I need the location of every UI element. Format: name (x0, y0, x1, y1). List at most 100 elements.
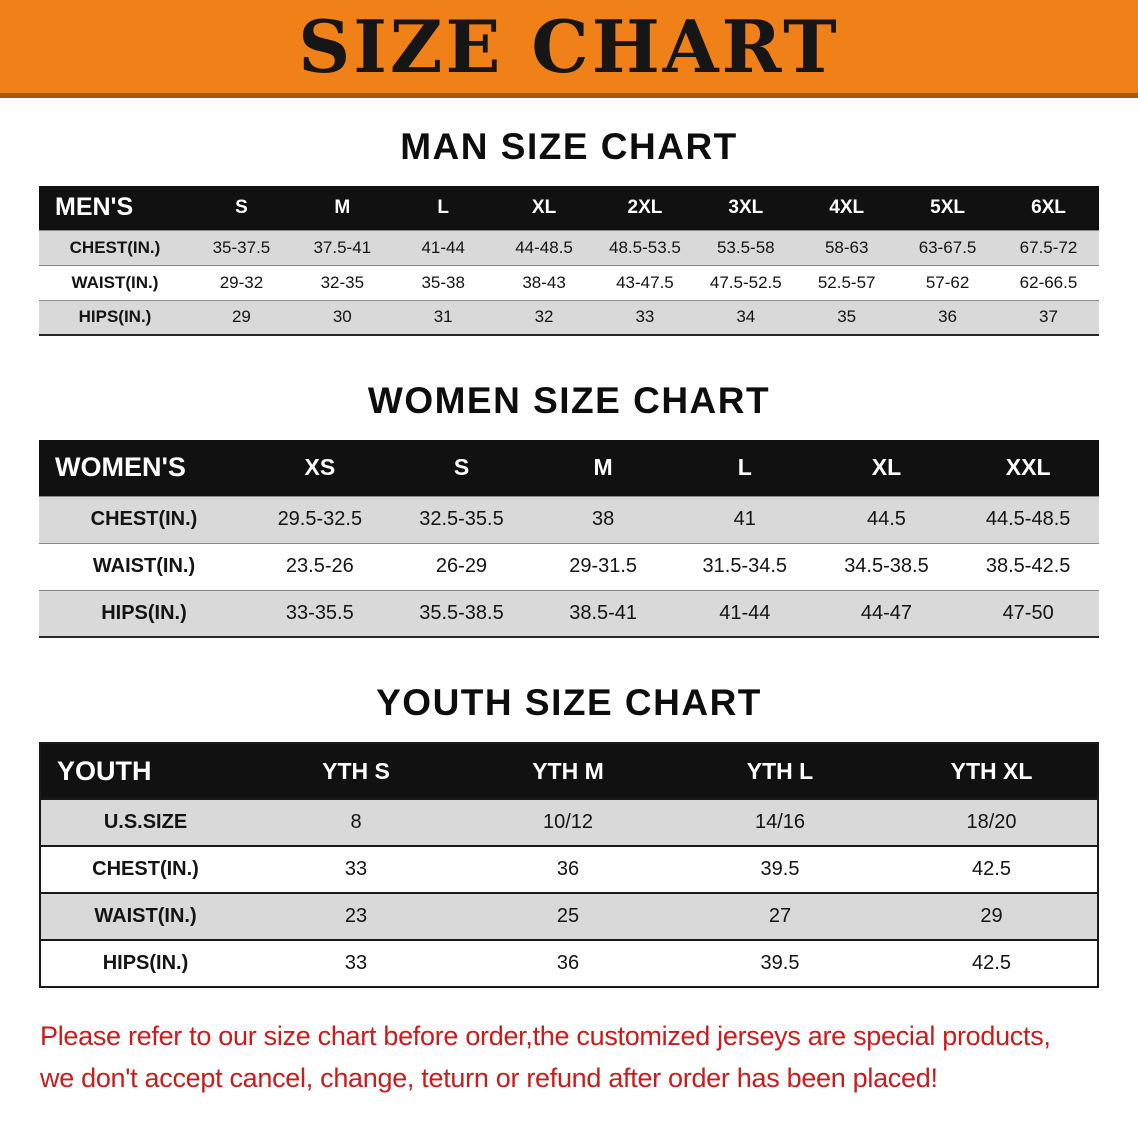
size-value: 30 (332, 307, 352, 327)
size-value: 44.5-48.5 (985, 508, 1071, 530)
size-value: 42.5 (972, 858, 1011, 880)
size-value: 38-43 (522, 272, 566, 292)
youth-size-table: YOUTH YTH S YTH M YTH L YTH XL U.S.SIZE 8 10/12… (39, 742, 1099, 988)
women-section-heading: WOMEN SIZE CHART (367, 380, 771, 421)
size-value: 33 (344, 952, 368, 974)
size-value: 33 (635, 307, 655, 327)
size-column-header: XS (249, 440, 391, 496)
size-value: 27 (768, 905, 792, 927)
size-value: 48.5-53.5 (609, 237, 681, 257)
row-label: CHEST(IN.) (69, 237, 161, 257)
table-row: HIPS(IN.) 33 36 39.5 42.5 (40, 940, 1098, 987)
size-value: 29 (231, 307, 251, 327)
size-value: 37 (1039, 307, 1058, 327)
size-value: 32.5-35.5 (419, 508, 504, 530)
size-column-header: XXL (957, 440, 1099, 496)
table-row: WAIST(IN.) 23.5-26 26-29 29-31.5 31.5-34.5 34… (39, 543, 1099, 590)
size-value: 44-48.5 (515, 237, 573, 257)
size-value: 62-66.5 (1019, 272, 1078, 292)
size-value: 29-31.5 (569, 555, 638, 577)
size-value: 57-62 (925, 272, 970, 292)
size-value: 37.5-41 (313, 237, 372, 257)
size-column-header: 2XL (594, 186, 696, 230)
table-row: CHEST(IN.) 29.5-32.5 32.5-35.5 38 41 44.5 44.5… (39, 496, 1099, 543)
table-row: HIPS(IN.) 33-35.5 35.5-38.5 38.5-41 41-44 44-… (39, 590, 1099, 637)
size-value: 33 (344, 858, 368, 880)
section-youth: YOUTH SIZE CHART YOUTH YTH S YTH M YTH L YTH… (0, 682, 1138, 988)
size-value: 39.5 (760, 858, 800, 880)
size-column-header: S (191, 186, 292, 230)
size-column-header: XL (493, 186, 595, 230)
size-value: 39.5 (760, 952, 800, 974)
size-value: 67.5-72 (1019, 237, 1078, 257)
size-column-header: 4XL (796, 186, 898, 230)
size-value: 41-44 (421, 237, 465, 257)
men-section-heading: MAN SIZE CHART (400, 126, 738, 167)
size-column-header: M (291, 186, 393, 230)
size-value: 35-38 (421, 272, 465, 292)
men-size-table: MEN'S S M L XL 2XL 3XL 4XL 5XL 6XL CHEST(IN.) 35-37… (39, 186, 1099, 336)
size-value: 34 (736, 307, 756, 327)
size-column-header: L (392, 186, 494, 230)
row-label: CHEST(IN.) (90, 508, 198, 530)
table-title-cell: MEN'S (39, 186, 191, 230)
size-value: 36 (938, 307, 958, 327)
size-value: 29-32 (219, 272, 264, 292)
section-men: MAN SIZE CHART MEN'S S M L XL 2XL 3XL 4XL 5XL 6XL… (0, 126, 1138, 336)
size-value: 47-50 (1002, 601, 1054, 624)
table-header-row: YOUTH YTH S YTH M YTH L YTH XL (40, 743, 1098, 799)
table-row: CHEST(IN.) 33 36 39.5 42.5 (40, 846, 1098, 893)
size-value: 41-44 (719, 601, 771, 624)
size-value: 38.5-41 (569, 601, 638, 624)
size-value: 36 (556, 858, 580, 880)
size-value: 10/12 (542, 811, 594, 833)
size-chart-page: SIZE CHART MAN SIZE CHART MEN'S S M L XL 2XL 3… (0, 0, 1138, 1093)
size-column-header: 6XL (998, 186, 1099, 230)
row-label: WAIST(IN.) (92, 555, 196, 577)
size-value: 44-47 (860, 601, 913, 624)
table-row: WAIST(IN.) 23 25 27 29 (40, 893, 1098, 940)
table-row: HIPS(IN.) 29 30 31 32 33 34 35 36 37 (39, 300, 1099, 335)
size-value: 41 (733, 508, 756, 530)
size-column-header: YTH M (462, 743, 674, 799)
table-row: CHEST(IN.) 35-37.5 37.5-41 41-44 44-48.5 48.5… (39, 230, 1099, 265)
table-header-row: WOMEN'S XS S M L XL XXL (39, 440, 1099, 496)
size-column-header: M (532, 440, 674, 496)
size-value: 29 (980, 905, 1003, 927)
size-value: 33-35.5 (285, 601, 354, 624)
size-value: 23 (344, 905, 368, 927)
size-column-header: 3XL (695, 186, 797, 230)
section-women: WOMEN SIZE CHART WOMEN'S XS S M L XL XXL CHEST(… (0, 380, 1138, 638)
size-value: 25 (556, 905, 580, 927)
note-line-2: we don't accept cancel, change, teturn o… (40, 1062, 938, 1093)
size-value: 43-47.5 (616, 272, 674, 292)
size-value: 38.5-42.5 (985, 555, 1071, 577)
size-value: 52.5-57 (817, 272, 876, 292)
row-label: HIPS(IN.) (78, 307, 152, 327)
size-value: 35-37.5 (212, 237, 271, 257)
size-column-header: YTH S (250, 743, 462, 799)
size-value: 42.5 (972, 952, 1011, 974)
size-value: 32-35 (320, 272, 365, 292)
row-label: U.S.SIZE (103, 811, 188, 833)
table-row: WAIST(IN.) 29-32 32-35 35-38 38-43 43-47.5 47.… (39, 265, 1099, 300)
size-column-header: XL (815, 440, 958, 496)
size-value: 26-29 (435, 555, 488, 577)
size-value: 44.5 (866, 508, 906, 530)
size-column-header: S (390, 440, 533, 496)
table-title-cell: YOUTH (40, 743, 250, 799)
banner: SIZE CHART (0, 0, 1138, 98)
note-line-1: Please refer to our size chart before or… (40, 1021, 1051, 1051)
size-value: 34.5-38.5 (844, 555, 929, 577)
size-value: 32 (534, 307, 554, 327)
size-value: 8 (350, 811, 362, 833)
size-column-header: YTH L (674, 743, 886, 799)
size-value: 58-63 (824, 237, 869, 257)
size-value: 47.5-52.5 (709, 272, 782, 292)
size-column-header: YTH XL (886, 743, 1098, 799)
size-value: 63-67.5 (918, 237, 977, 257)
row-label: HIPS(IN.) (101, 601, 187, 624)
size-column-header: L (673, 440, 816, 496)
row-label: WAIST(IN.) (94, 905, 197, 927)
size-value: 31 (433, 307, 453, 327)
